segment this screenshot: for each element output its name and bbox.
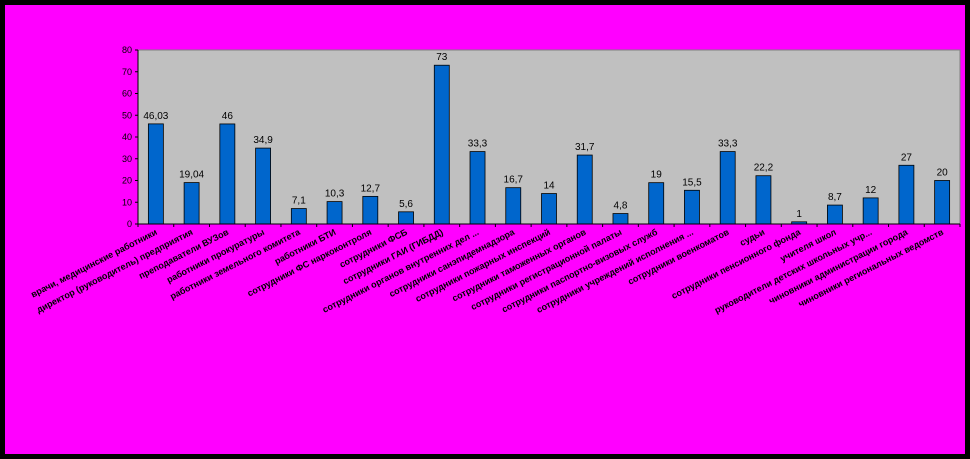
value-label-5: 10,3 [325,189,345,200]
bar-1 [183,182,200,225]
y-tick-label-3: 30 [122,154,132,164]
bar-13 [612,213,629,225]
bar-10 [505,187,522,225]
value-label-10: 16,7 [504,175,524,186]
value-label-7: 5,6 [399,199,413,210]
bar-8 [433,64,450,225]
y-tick-label-0: 0 [127,219,132,229]
bar-20 [862,197,879,225]
y-tick-label-4: 40 [122,132,132,142]
y-tick-label-8: 80 [122,45,132,55]
category-label-1: директор (руководитель) предприятия [35,227,195,315]
value-label-12: 31,7 [575,142,595,153]
bar-19 [827,204,843,225]
value-label-13: 4,8 [614,201,628,212]
value-label-22: 20 [937,168,949,179]
value-label-21: 27 [901,152,913,163]
bar-16 [719,151,736,225]
y-tick-label-7: 70 [122,67,132,77]
x-axis [137,223,961,227]
y-axis: 0 10 20 30 40 50 60 70 80 [122,45,139,229]
value-label-20: 12 [865,185,877,196]
value-label-3: 34,9 [253,135,273,146]
bar-7 [398,211,414,225]
bar-15 [684,189,700,225]
bar-3 [255,147,271,225]
value-label-9: 33,3 [468,139,488,150]
bar-17 [755,175,772,225]
y-tick-label-2: 20 [122,176,132,186]
value-label-14: 19 [651,170,663,181]
value-label-15: 15,5 [682,177,702,188]
bar-5 [326,201,343,225]
bar-21 [898,164,915,225]
value-label-4: 7,1 [292,196,306,207]
bar-9 [469,151,486,225]
y-tick-label-6: 60 [122,89,132,99]
y-tick-label-1: 10 [122,197,132,207]
bar-12 [576,154,593,225]
bar-0 [147,123,164,225]
value-label-8: 73 [436,52,448,63]
bar-14 [648,182,665,225]
bar-11 [541,193,557,225]
y-tick-label-5: 50 [122,110,132,120]
value-label-19: 8,7 [828,192,842,203]
bar-4 [290,208,307,225]
bar-chart: 0 10 20 30 40 50 60 70 80 46,03 19,04 46 34,9 7,1 10,… [29,45,961,315]
bars [147,64,951,225]
value-labels: 46,03 19,04 46 34,9 7,1 10,3 12,7 5,6 73 33,3 16,7… [143,52,948,220]
chart-frame: 0 10 20 30 40 50 60 70 80 46,03 19,04 46 34,9 7,1 10,… [5,5,965,454]
value-label-2: 46 [222,111,234,122]
value-label-0: 46,03 [143,111,168,122]
bar-2 [219,123,236,225]
value-label-11: 14 [543,181,555,192]
value-label-16: 33,3 [718,139,738,150]
bar-22 [934,180,951,225]
value-label-18: 1 [796,209,802,220]
value-label-1: 19,04 [179,170,204,181]
bar-6 [362,195,379,225]
value-label-17: 22,2 [754,163,774,174]
value-label-6: 12,7 [361,183,381,194]
